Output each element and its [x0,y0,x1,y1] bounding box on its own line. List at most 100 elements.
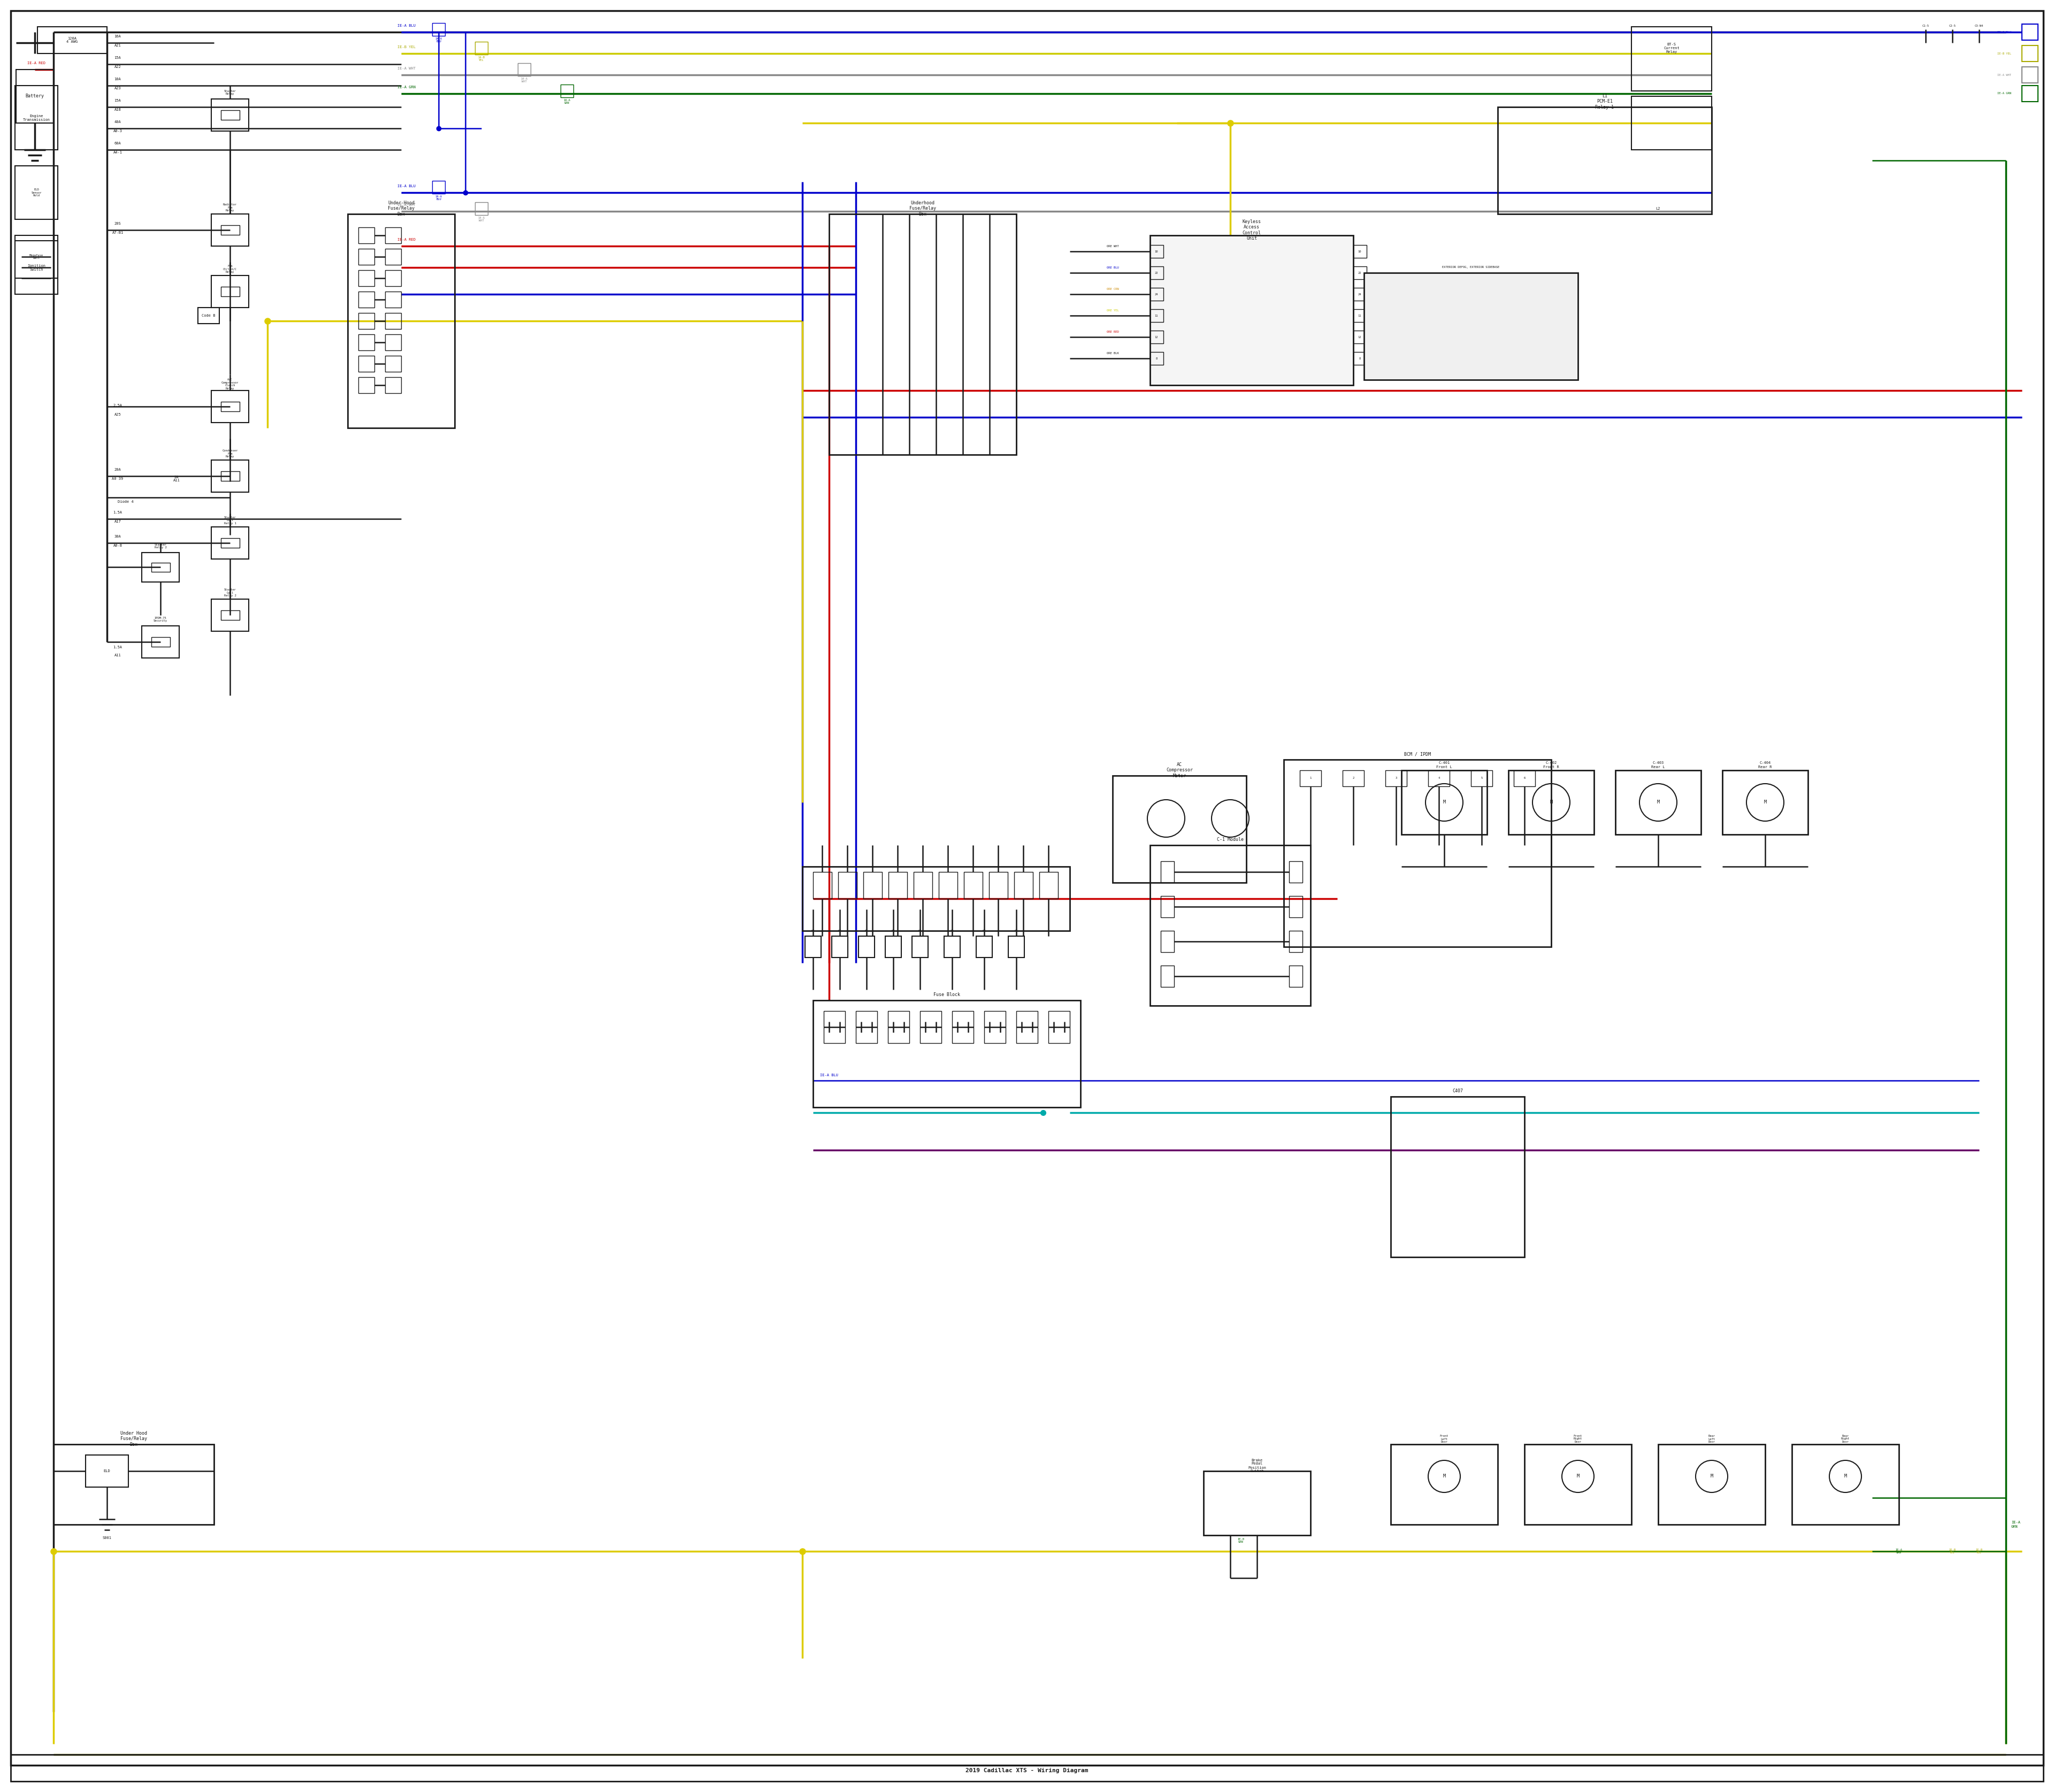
Text: 24: 24 [1154,292,1158,296]
Bar [1658,1444,1764,1525]
Bar [1150,310,1163,323]
Text: ORE WHT: ORE WHT [1107,246,1119,247]
Text: IE-A GRN: IE-A GRN [396,86,415,90]
Bar [386,292,401,308]
Text: P4: P4 [1015,930,1019,932]
Bar [431,23,446,36]
Bar [16,70,53,124]
Bar [357,357,374,371]
Bar [212,213,249,246]
Bar [2021,23,2038,39]
Bar [212,461,249,493]
Bar [14,86,58,151]
Bar [1290,862,1302,883]
Bar [1364,272,1577,380]
Text: M: M [1577,1475,1580,1478]
Bar [142,552,179,582]
Text: Engine
Transmission: Engine Transmission [23,115,49,122]
Bar [386,376,401,392]
Text: A4-1: A4-1 [113,151,123,154]
Bar [1384,771,1407,787]
Text: 15A: 15A [115,99,121,102]
Bar [1290,930,1302,952]
Bar [386,314,401,330]
Text: C2-5: C2-5 [1949,25,1955,27]
Bar [386,335,401,351]
Text: Megafuse
Batt: Megafuse Batt [29,254,43,260]
Text: 14-A
BLU: 14-A BLU [435,38,442,43]
Bar [859,935,875,957]
Text: Front
Left
Door: Front Left Door [1440,1435,1448,1443]
Text: A11: A11 [115,654,121,658]
Text: Front
Right
Door: Front Right Door [1573,1435,1582,1443]
Bar [386,228,401,244]
Text: IE-A BLU: IE-A BLU [396,185,415,188]
Bar [1150,330,1163,344]
Bar [824,1011,844,1043]
Bar [1290,896,1302,918]
Text: IE-A WHT: IE-A WHT [1996,73,2011,77]
Bar [212,391,249,423]
Bar [1300,771,1321,787]
Text: Code B: Code B [201,314,216,317]
Text: C-401
Front L: C-401 Front L [1436,762,1452,769]
Text: M: M [1844,1475,1847,1478]
Bar [1039,873,1058,898]
Text: Starter
Relay 2: Starter Relay 2 [154,543,166,548]
Text: IE-B YEL: IE-B YEL [396,45,415,48]
Text: Starter
Coil
Relay 1: Starter Coil Relay 1 [224,516,236,525]
Text: C-1 Module: C-1 Module [1216,837,1243,842]
Text: ORE BLU: ORE BLU [1107,267,1119,269]
Text: M: M [1711,1475,1713,1478]
Bar [37,27,107,54]
Text: P8: P8 [951,930,953,932]
Text: A7-B1: A7-B1 [113,231,123,235]
Bar [1401,771,1487,835]
Bar [1284,760,1551,946]
Text: IE-A BLU: IE-A BLU [820,1073,838,1077]
Text: ORE CRN: ORE CRN [1107,287,1119,290]
Bar [912,935,928,957]
Bar [222,226,240,235]
Bar [1150,351,1163,366]
Bar [518,63,530,75]
Text: A23: A23 [115,86,121,90]
Text: 14-A
WHT: 14-A WHT [479,217,485,222]
Bar [813,1000,1080,1107]
Bar [1614,771,1701,835]
Bar [803,867,1070,930]
Text: ORE YEL: ORE YEL [1107,308,1119,312]
Bar [357,271,374,287]
Bar [1017,1011,1037,1043]
Text: Diode 4: Diode 4 [117,500,134,504]
Text: L2: L2 [1656,208,1660,210]
Text: P4: P4 [982,930,986,932]
Bar [1113,776,1247,883]
Bar [1524,1444,1631,1525]
Bar [857,1011,877,1043]
Bar [2021,66,2038,82]
Bar [830,213,1017,455]
Text: Brake
Pedal
Position
Switch: Brake Pedal Position Switch [1249,1459,1265,1473]
Text: C1-5: C1-5 [1923,25,1929,27]
Text: 24: 24 [1358,292,1362,296]
Bar [10,1754,2044,1781]
Bar [1161,896,1175,918]
Text: 14-B
YEL: 14-B YEL [479,56,485,61]
Bar [945,935,959,957]
Bar [222,287,240,296]
Text: P4: P4 [891,930,896,932]
Bar [357,335,374,351]
Text: Starter
Relay: Starter Relay [224,90,236,95]
Text: IE-A BLU: IE-A BLU [396,23,415,27]
Bar [222,538,240,548]
Bar [963,873,982,898]
Text: IPDM-75
Security: IPDM-75 Security [154,616,168,622]
Text: 10: 10 [1358,251,1362,253]
Text: ELD: ELD [103,1469,111,1473]
Bar [1354,351,1366,366]
Bar [474,202,489,215]
Bar [86,1455,127,1487]
Bar [14,235,58,278]
Text: Starter
Coil
Relay 2: Starter Coil Relay 2 [224,588,236,597]
